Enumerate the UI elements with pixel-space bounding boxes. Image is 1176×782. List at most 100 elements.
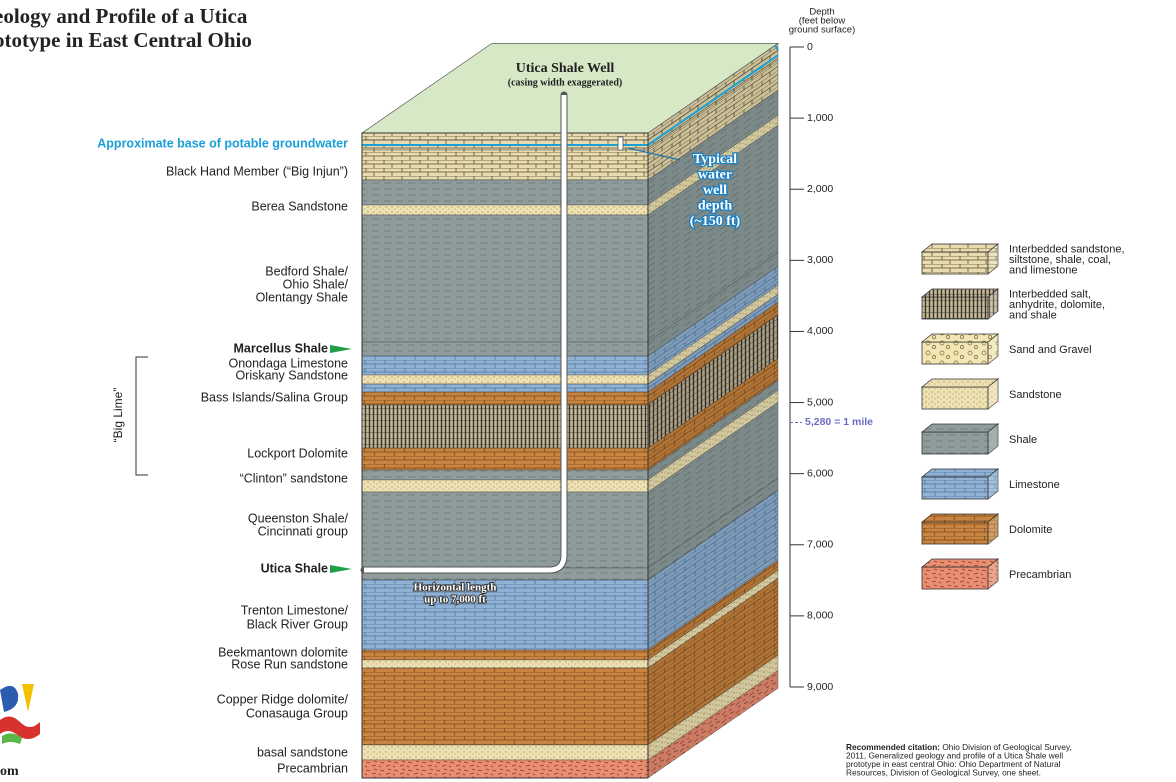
tick-label: 2,000 — [807, 183, 833, 195]
tick-label: 0 — [807, 41, 813, 53]
side-shade — [648, 43, 778, 778]
water-well-label: depth — [698, 199, 732, 214]
legend-swatch-top — [920, 243, 1000, 253]
layer-front — [361, 649, 649, 661]
legend-swatch-side — [987, 288, 999, 320]
water-well-arrow — [627, 147, 681, 161]
legend-swatch-top — [920, 378, 1000, 388]
layer-front — [361, 355, 649, 376]
layer-label: Oriskany Sandstone — [235, 368, 348, 382]
layer-front — [361, 579, 649, 651]
legend-swatch — [921, 251, 989, 275]
mile-label: 5,280 = 1 mile — [805, 416, 873, 428]
legend-swatch — [921, 341, 989, 365]
layer-arrow — [330, 345, 352, 353]
layer-label: Black River Group — [247, 617, 348, 631]
legend-label: and limestone — [1009, 264, 1078, 276]
legend-swatch-side — [987, 513, 999, 545]
layer-front — [361, 132, 649, 141]
layer-label: Black Hand Member (“Big Injun”) — [166, 164, 348, 178]
layer-label: Onondaga Limestone — [228, 356, 348, 370]
groundwater-line-side — [647, 54, 779, 146]
well-title: Utica Shale Well — [516, 61, 615, 76]
logo-shape — [2, 733, 22, 744]
layer-front — [361, 659, 649, 669]
layer-front — [361, 179, 649, 206]
layer-front — [361, 374, 649, 385]
water-well-label: (~150 ft) — [690, 214, 741, 229]
tick-label: 4,000 — [807, 325, 833, 337]
legend-label: Dolomite — [1009, 524, 1052, 536]
axis-title: Depth — [809, 7, 834, 18]
layer-front — [361, 391, 649, 406]
legend-swatch — [921, 476, 989, 500]
legend-swatch-side — [987, 378, 999, 410]
legend-swatch-side — [987, 423, 999, 455]
layer-label: Ohio Shale/ — [283, 277, 349, 291]
tick-label: 7,000 — [807, 539, 833, 551]
layer-front — [361, 469, 649, 481]
legend-label: Precambrian — [1009, 569, 1071, 581]
layer-front — [361, 667, 649, 746]
logo-shape — [0, 716, 40, 739]
layer-label: Conasauga Group — [246, 706, 348, 720]
citation: Recommended citation: Ohio Division of G… — [846, 742, 1072, 752]
legend-swatch-top — [920, 288, 1000, 298]
layer-front — [361, 759, 649, 779]
legend-swatch-top — [920, 513, 1000, 523]
layer-label: Lockport Dolomite — [247, 446, 348, 460]
layer-label: Queenston Shale/ — [248, 511, 349, 525]
big-lime-label: “Big Lime” — [111, 388, 125, 443]
layer-label: Olentangy Shale — [256, 290, 348, 304]
axis-title: (feet below — [799, 16, 846, 27]
layer-front — [361, 204, 649, 216]
block-side — [647, 42, 779, 779]
legend-swatch-top — [920, 423, 1000, 433]
tick-label: 5,000 — [807, 396, 833, 408]
horizontal-label: up to 7,000 ft — [424, 594, 486, 606]
tick-label: 6,000 — [807, 467, 833, 479]
layer-label: Bedford Shale/ — [265, 264, 348, 278]
layer-arrow — [330, 565, 352, 573]
layer-front — [361, 447, 649, 471]
layer-front — [361, 214, 649, 343]
citation-line: Resources, Division of Geological Survey… — [846, 768, 1041, 778]
logo-shape — [0, 685, 19, 712]
logo-text: om — [0, 764, 19, 779]
legend-swatch-top — [920, 468, 1000, 478]
citation-line: 2011, Generalized geology and profile of… — [846, 751, 1063, 761]
legend-swatch-top — [920, 333, 1000, 343]
layer-front — [361, 341, 649, 357]
legend-label: Shale — [1009, 434, 1037, 446]
layer-front — [361, 383, 649, 393]
layer-label: Cincinnati group — [258, 524, 348, 538]
legend-label: siltstone, shale, coal, — [1009, 254, 1111, 266]
tick-label: 9,000 — [807, 681, 833, 693]
layer-label: Beekmantown dolomite — [218, 645, 348, 659]
layer-front — [361, 744, 649, 761]
horizontal-label: Horizontal length — [414, 582, 497, 594]
layer-front — [361, 491, 649, 569]
citation-line: Ohio Division of Geological Survey, — [940, 742, 1072, 752]
layer-label: “Clinton” sandstone — [240, 471, 348, 485]
layer-front — [361, 404, 649, 449]
layer-label: Precambrian — [277, 761, 348, 775]
water-well — [617, 136, 624, 151]
legend-label: Sand and Gravel — [1009, 344, 1092, 356]
layer-label: Berea Sandstone — [251, 199, 348, 213]
tick-label: 1,000 — [807, 112, 833, 124]
legend-label: anhydrite, dolomite, — [1009, 299, 1105, 311]
legend-label: Limestone — [1009, 479, 1060, 491]
layer-label: Utica Shale — [261, 561, 328, 575]
legend-swatch — [921, 431, 989, 455]
well-note: (casing width exaggerated) — [508, 77, 622, 88]
water-well-label: Typical — [693, 152, 737, 167]
citation-lead: Recommended citation: — [846, 742, 940, 752]
legend-label: Interbedded sandstone, — [1009, 243, 1125, 255]
groundwater-line-top — [774, 44, 779, 51]
title: eology and Profile of a Utica — [0, 4, 248, 28]
title: ototype in East Central Ohio — [0, 28, 252, 52]
legend-swatch — [921, 296, 989, 320]
layer-label: Rose Run sandstone — [231, 657, 348, 671]
